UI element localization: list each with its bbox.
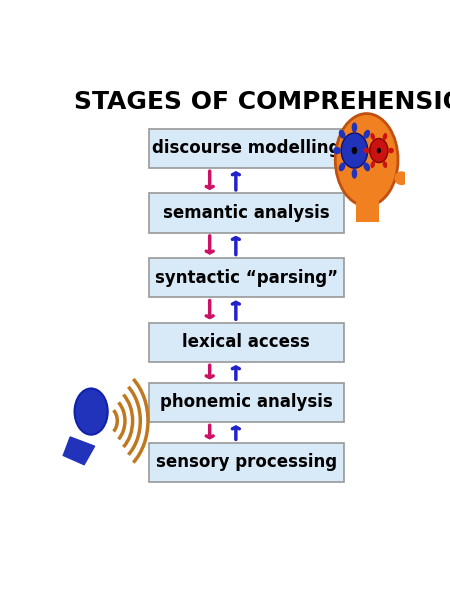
FancyBboxPatch shape	[148, 128, 344, 168]
FancyBboxPatch shape	[148, 193, 344, 233]
Text: semantic analysis: semantic analysis	[163, 204, 330, 222]
Ellipse shape	[364, 148, 369, 154]
FancyBboxPatch shape	[148, 323, 344, 362]
Circle shape	[341, 133, 368, 168]
Text: sensory processing: sensory processing	[156, 454, 337, 472]
Ellipse shape	[382, 133, 387, 140]
Circle shape	[370, 139, 388, 163]
Text: syntactic “parsing”: syntactic “parsing”	[155, 269, 338, 287]
Ellipse shape	[335, 113, 398, 206]
Text: lexical access: lexical access	[182, 333, 310, 351]
Ellipse shape	[370, 133, 375, 140]
Ellipse shape	[368, 147, 376, 154]
Ellipse shape	[364, 163, 370, 172]
Ellipse shape	[339, 130, 346, 139]
FancyBboxPatch shape	[148, 258, 344, 297]
Ellipse shape	[351, 169, 357, 179]
Text: phonemic analysis: phonemic analysis	[160, 394, 333, 412]
FancyBboxPatch shape	[148, 383, 344, 422]
Ellipse shape	[395, 172, 409, 185]
FancyBboxPatch shape	[148, 443, 344, 482]
Text: STAGES OF COMPREHENSION: STAGES OF COMPREHENSION	[74, 91, 450, 115]
Ellipse shape	[364, 130, 370, 139]
Ellipse shape	[75, 388, 108, 434]
Ellipse shape	[351, 122, 357, 133]
Ellipse shape	[370, 161, 375, 168]
Ellipse shape	[333, 147, 341, 154]
Text: discourse modelling: discourse modelling	[152, 139, 341, 157]
Ellipse shape	[388, 148, 394, 154]
Polygon shape	[63, 437, 94, 464]
Circle shape	[377, 148, 381, 154]
Circle shape	[351, 147, 357, 154]
Ellipse shape	[382, 161, 387, 168]
FancyBboxPatch shape	[356, 194, 379, 222]
Ellipse shape	[339, 163, 346, 172]
